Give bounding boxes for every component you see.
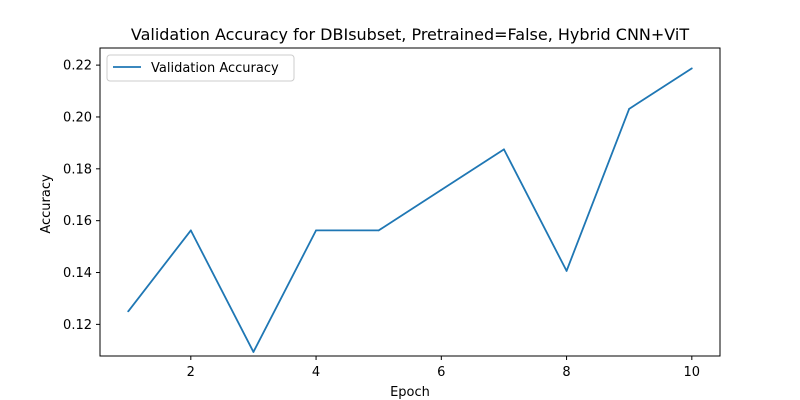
x-tick-label: 6 <box>437 365 445 380</box>
data-point <box>440 188 443 191</box>
x-tick-label: 2 <box>187 365 195 380</box>
plot-area: 2 4 6 8 10 0.12 0.14 0.16 0.18 0.20 0.22 <box>63 47 721 380</box>
series-line-validation-accuracy <box>127 67 693 353</box>
y-tick-label: 0.12 <box>63 318 92 333</box>
data-point <box>127 310 130 313</box>
axes-frame <box>99 47 721 357</box>
data-point <box>690 67 693 70</box>
y-axis-label: Accuracy <box>39 174 54 234</box>
data-point <box>565 269 568 272</box>
y-tick-label: 0.18 <box>63 162 92 177</box>
legend-label: Validation Accuracy <box>151 61 279 76</box>
data-point <box>189 229 192 232</box>
x-tick-label: 4 <box>312 365 320 380</box>
x-tick-label: 8 <box>562 365 570 380</box>
y-tick-label: 0.14 <box>63 266 92 281</box>
y-tick-label: 0.22 <box>63 59 92 74</box>
data-point <box>377 229 380 232</box>
data-point <box>252 351 255 353</box>
x-tick-label: 10 <box>684 365 701 380</box>
data-point <box>503 148 505 151</box>
x-axis-label: Epoch <box>390 385 430 400</box>
data-point <box>628 107 631 110</box>
legend-frame <box>106 54 295 82</box>
legend: Validation Accuracy <box>106 54 295 82</box>
y-tick-label: 0.16 <box>63 214 92 229</box>
chart-title: Validation Accuracy for DBIsubset, Pretr… <box>131 25 689 44</box>
data-point <box>315 229 317 232</box>
y-tick-label: 0.20 <box>63 110 92 125</box>
